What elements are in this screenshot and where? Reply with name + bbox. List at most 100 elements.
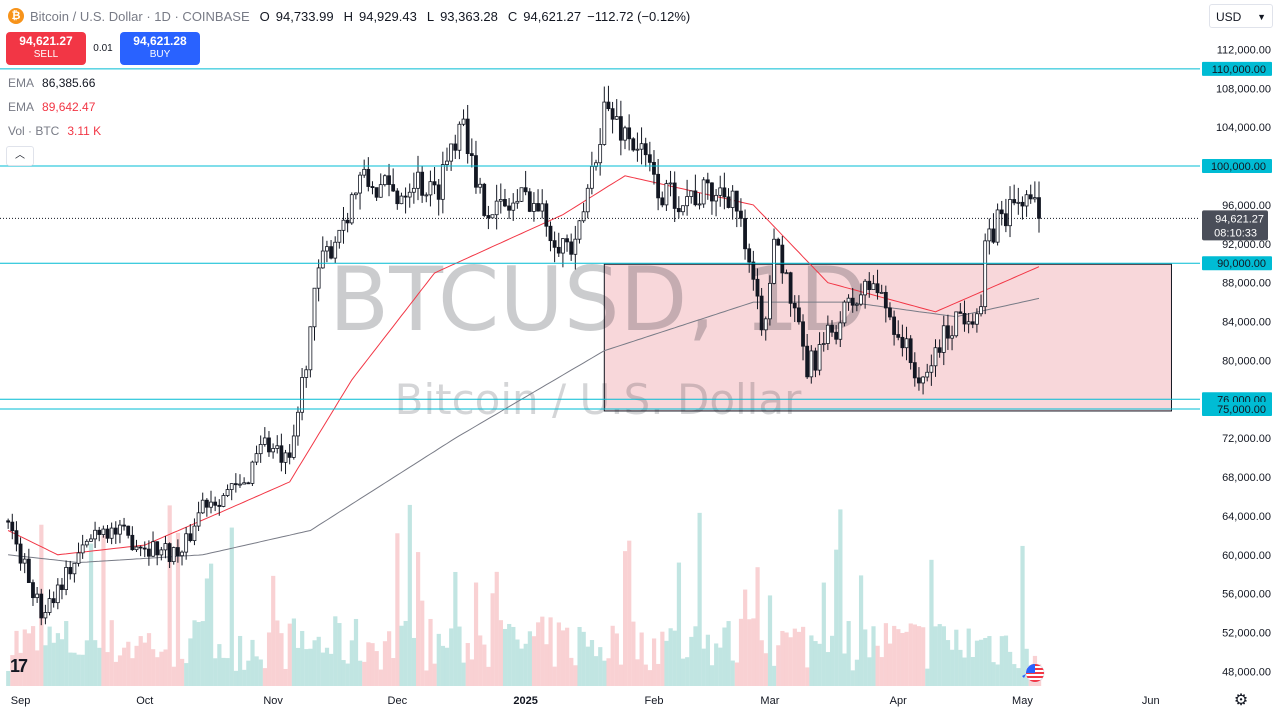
candle [341, 206, 346, 244]
countdown-label: 08:10:33 [1214, 227, 1257, 239]
candle-body [581, 211, 586, 222]
candle-body [337, 229, 342, 243]
candle [739, 198, 743, 227]
close-value: 94,621.27 [523, 8, 582, 24]
candle-body [710, 182, 714, 202]
candle-body [991, 228, 996, 243]
candle [950, 325, 954, 351]
candle [138, 545, 143, 557]
candle [213, 496, 218, 512]
candle-body [225, 489, 230, 496]
volume-bar [432, 663, 437, 686]
volume-bar [999, 636, 1004, 686]
candle-body [217, 504, 222, 507]
candle-body [271, 448, 276, 453]
candle-body [449, 143, 454, 162]
candle-body [676, 208, 681, 213]
candle [1020, 196, 1025, 220]
candle [374, 187, 379, 201]
candle-body [929, 365, 934, 373]
candle-body [842, 301, 847, 324]
candle [403, 187, 408, 214]
low-label: L [426, 8, 435, 24]
sell-button[interactable]: 94,621.27 SELL [6, 32, 86, 65]
us-flag-icon[interactable] [1020, 662, 1046, 684]
volume-bar [908, 623, 913, 686]
volume-bar [113, 661, 118, 686]
candle [556, 232, 561, 257]
candle-body [229, 483, 234, 490]
candle [743, 209, 747, 260]
volume-bar [101, 535, 106, 686]
currency-select[interactable]: USD ▼ [1209, 4, 1273, 28]
volume-bar [221, 657, 226, 686]
volume-bar [627, 540, 632, 686]
candle [946, 314, 950, 350]
volume-bar [287, 623, 292, 686]
candle [432, 167, 437, 195]
volume-bar [449, 628, 454, 686]
trade-panel: 94,621.27 SELL 0.01 94,621.28 BUY [6, 32, 200, 65]
volume-bar [26, 633, 32, 686]
candle [89, 534, 93, 542]
candle [618, 100, 623, 156]
bitcoin-coin-icon: ₿ [8, 8, 24, 24]
candle [540, 189, 545, 219]
volume-bar [614, 633, 619, 686]
collapse-legend-button[interactable]: ︿ [6, 146, 34, 166]
candle-body [345, 219, 350, 224]
candle [366, 157, 371, 192]
current-price-label: 94,621.27 [1215, 213, 1264, 225]
volume-bar [788, 637, 793, 686]
candle [751, 250, 756, 291]
candle [300, 368, 304, 421]
candle [892, 310, 896, 346]
x-tick-label: 2025 [513, 695, 537, 707]
symbol-header[interactable]: ₿ Bitcoin / U.S. Dollar · 1D · COINBASE … [8, 8, 690, 24]
candle [399, 192, 404, 205]
indicator-volume[interactable]: Vol · BTC 3.11 K [8, 124, 101, 138]
candle [155, 541, 160, 566]
gear-icon[interactable]: ⚙ [1233, 692, 1249, 709]
volume-bar [863, 629, 868, 686]
volume-bar [478, 635, 483, 686]
y-tick-label: 52,000.00 [1222, 628, 1271, 640]
candle [730, 185, 735, 220]
indicator-ema-short[interactable]: EMA 89,642.47 [8, 100, 95, 114]
candle [834, 325, 839, 345]
candle-body [474, 155, 478, 188]
buy-button[interactable]: 94,621.28 BUY [120, 32, 200, 65]
candle-body [664, 183, 669, 206]
candle [937, 339, 942, 358]
indicator-ema-long[interactable]: EMA 86,385.66 [8, 76, 95, 90]
volume-bar [498, 620, 503, 686]
volume-bar [995, 664, 1000, 686]
candle-body [445, 160, 449, 165]
candle-body [325, 246, 329, 252]
candle [805, 334, 810, 379]
volume-bar [784, 632, 789, 686]
candle-body [838, 322, 843, 340]
candle [821, 332, 826, 352]
volume-bar [751, 618, 756, 686]
candle-body [72, 562, 77, 575]
candle [838, 311, 843, 347]
tradingview-logo[interactable]: 17 [10, 656, 28, 676]
candle [134, 539, 139, 553]
candle [180, 550, 184, 566]
candle [329, 240, 333, 260]
candle [122, 517, 126, 531]
candle [664, 179, 669, 211]
candle-body [548, 225, 553, 242]
candle-body [730, 190, 735, 208]
candle-body [556, 246, 561, 254]
candle-body [250, 461, 255, 484]
candle-body [552, 240, 557, 248]
candle [291, 424, 296, 460]
candle [809, 345, 814, 384]
candle-body [643, 143, 648, 156]
volume-bar [834, 549, 839, 686]
candle [1024, 190, 1029, 217]
candle [676, 196, 681, 219]
